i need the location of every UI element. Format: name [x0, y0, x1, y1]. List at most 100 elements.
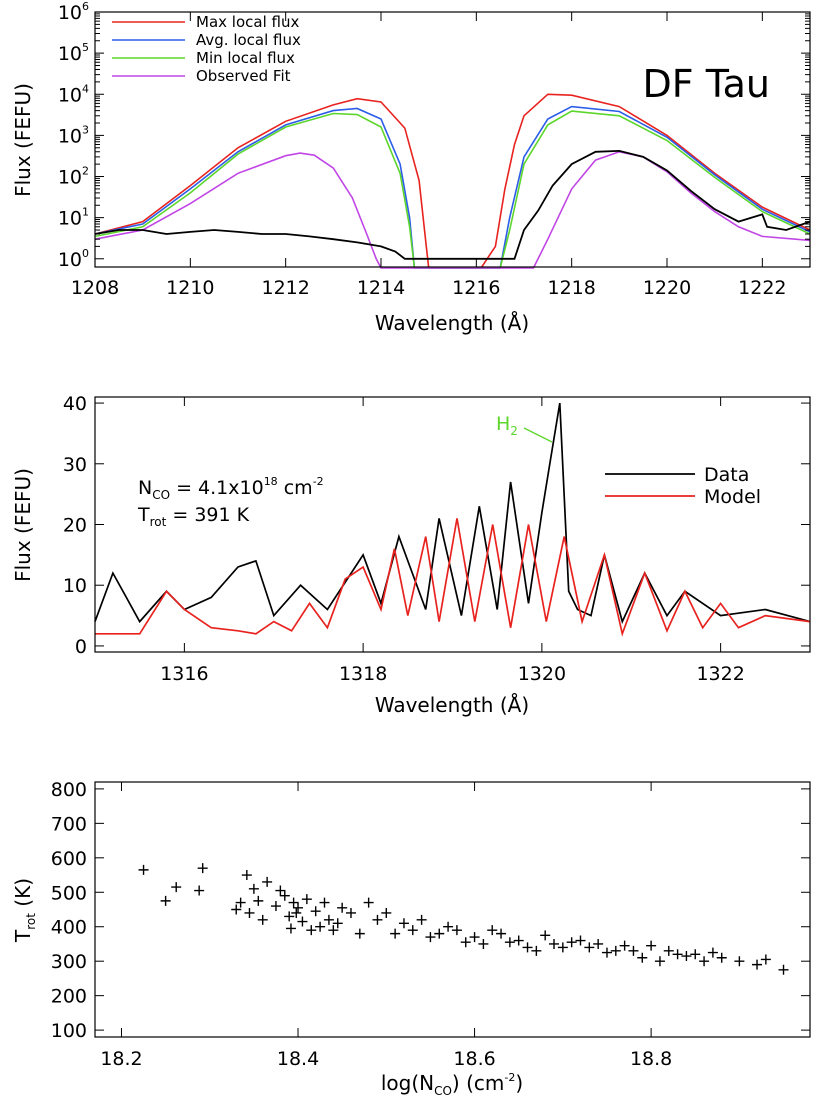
ytick-label: 105 [58, 41, 89, 65]
scatter-point [487, 925, 498, 936]
scatter-point [531, 945, 542, 956]
xtick-label: 1214 [357, 277, 405, 299]
p3-ylabel-sub: rot [24, 913, 38, 930]
scatter-point [275, 885, 286, 896]
scatter-point [345, 907, 356, 918]
series-avg-local-flux [94, 105, 811, 269]
ytick-exp: 4 [82, 82, 89, 95]
h2-sub: 2 [510, 424, 518, 438]
scatter-point [297, 916, 308, 927]
scatter-point [575, 935, 586, 946]
nco-unit: cm [278, 477, 313, 499]
scatter-point [672, 949, 683, 960]
xtick-label: 1322 [696, 663, 744, 685]
scatter-point [279, 890, 290, 901]
trot-rest: = 391 K [166, 504, 249, 526]
scatter-point [601, 947, 612, 958]
ytick-label: 400 [51, 917, 87, 939]
xtick-label: 18.8 [630, 1048, 672, 1070]
panel-3-xlabel: log(NCO) (cm-2) [381, 1071, 523, 1098]
nco-sub: CO [152, 488, 170, 502]
legend-label-avg-local-flux: Avg. local flux [196, 31, 301, 49]
ytick-exp: 0 [82, 247, 89, 260]
scatter-point [716, 952, 727, 963]
ytick-exp: 1 [82, 206, 89, 219]
ytick-label: 300 [51, 951, 87, 973]
legend-label-data: Data [704, 464, 749, 486]
scatter-point [235, 897, 246, 908]
xtick-label: 1216 [452, 277, 500, 299]
panel-1-spectrum: 1208 1210 1212 1214 1216 1218 1220 122210010110… [11, 0, 811, 335]
nco-annotation: NCO = 4.1x1018 cm-2 [138, 475, 324, 502]
scatter-point [332, 918, 343, 929]
xtick-label: 18.4 [277, 1048, 319, 1070]
scatter-point [628, 945, 639, 956]
scatter-point [469, 932, 480, 943]
ytick-label: 10 [63, 575, 87, 597]
scatter-point [549, 938, 560, 949]
scatter-point [434, 928, 445, 939]
scatter-point [637, 952, 648, 963]
nco-unit-sup: -2 [313, 475, 324, 488]
series-observed-data [94, 149, 811, 260]
scatter-point [690, 949, 701, 960]
xtick-label: 1320 [518, 663, 566, 685]
legend-label-model: Model [704, 486, 761, 508]
scatter-point [610, 945, 621, 956]
scatter-point [513, 935, 524, 946]
scatter-point [681, 951, 692, 962]
panel-2-xlabel: Wavelength (Å) [375, 693, 529, 717]
ytick-base: 10 [58, 208, 82, 230]
ytick-base: 10 [58, 249, 82, 271]
scatter-point [584, 942, 595, 953]
scatter-point [328, 925, 339, 936]
scatter-point [451, 925, 462, 936]
panel-2-ylabel: Flux (FEFU) [11, 468, 35, 582]
scatter-point [619, 940, 630, 951]
scatter-point [416, 914, 427, 925]
scatter-point [381, 907, 392, 918]
scatter-point [253, 895, 264, 906]
ytick-label: 500 [51, 882, 87, 904]
ytick-base: 10 [58, 2, 82, 24]
ytick-label: 700 [51, 813, 87, 835]
ytick-base: 10 [58, 125, 82, 147]
scatter-point [522, 942, 533, 953]
ytick-label: 100 [58, 247, 89, 271]
legend-label-observed-fit: Observed Fit [196, 67, 291, 85]
xtick-label: 1316 [160, 663, 208, 685]
scatter-point [760, 954, 771, 965]
scatter-point [363, 897, 374, 908]
panel-1-xlabel: Wavelength (Å) [375, 311, 529, 335]
ytick-exp: 2 [82, 165, 89, 178]
panel-2-ticks: 1316 1318 1320 1322 0 10 20 30 40 [63, 393, 810, 685]
xtick-label: 1220 [643, 277, 691, 299]
ytick-label: 600 [51, 848, 87, 870]
scatter-point [372, 914, 383, 925]
scatter-point [407, 925, 418, 936]
h2-annotation: H2 [496, 413, 518, 438]
scatter-point [734, 956, 745, 967]
scatter-point [654, 956, 665, 967]
panel-3-ylabel: Trot (K) [11, 878, 38, 943]
scatter-point [593, 938, 604, 949]
panel-1-series-group [94, 93, 811, 269]
ytick-exp: 6 [82, 0, 89, 13]
xtick-label: 1208 [71, 277, 119, 299]
scatter-point [270, 901, 281, 912]
panel-1-ylabel: Flux (FEFU) [11, 83, 35, 197]
nco-mid: = 4.1x10 [170, 477, 264, 499]
nco-sup: 18 [264, 475, 278, 488]
scatter-point [663, 945, 674, 956]
scatter-point [301, 894, 312, 905]
ytick-base: 10 [58, 84, 82, 106]
series-data [94, 402, 811, 625]
panel-1-title: DF Tau [643, 62, 771, 106]
scatter-point [171, 882, 182, 893]
p3-xlabel-sup: -2 [504, 1071, 515, 1084]
scatter-point [646, 940, 657, 951]
panel-2-series-group [94, 402, 811, 637]
